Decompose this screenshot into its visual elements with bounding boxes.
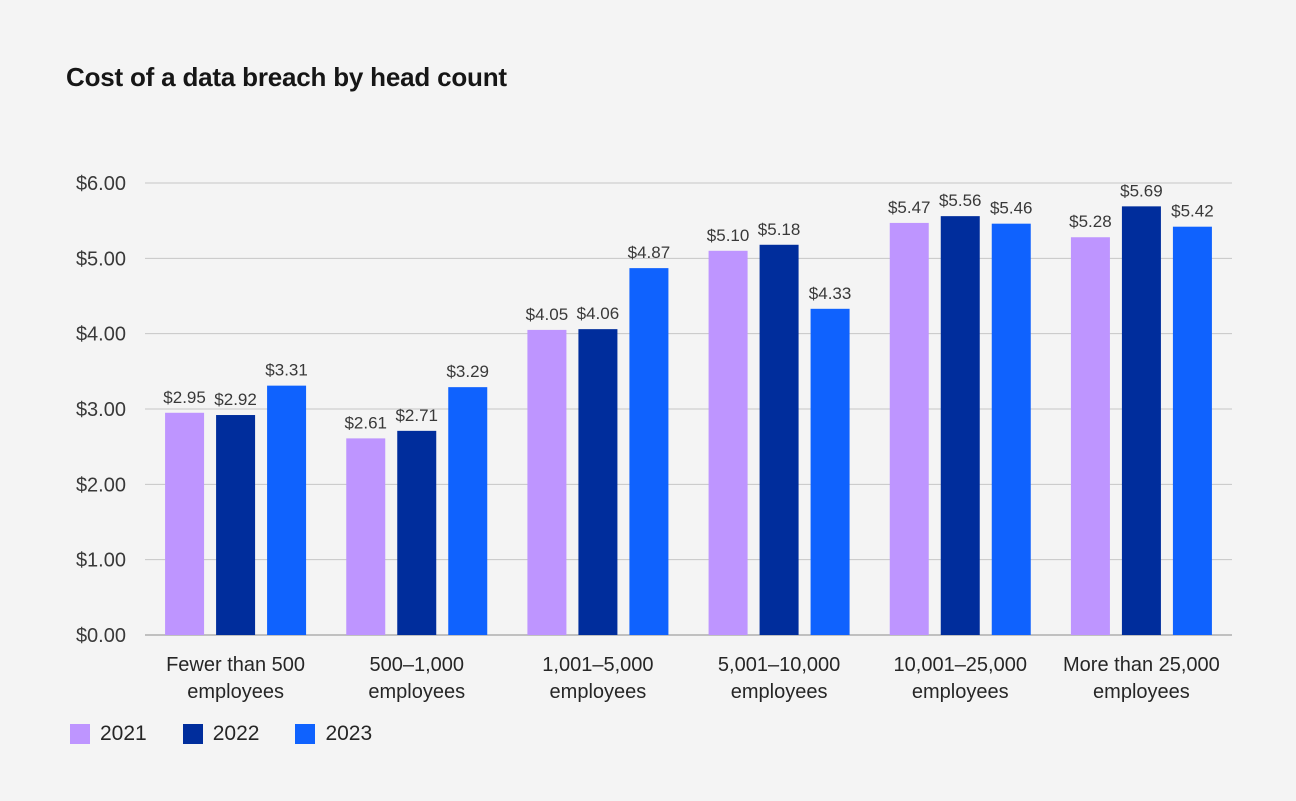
bar-2022	[216, 415, 256, 635]
x-tick-label: employees	[550, 681, 647, 703]
data-label: $3.31	[265, 361, 308, 380]
bar-2022	[759, 244, 799, 636]
bar-2023	[1172, 226, 1212, 635]
data-label: $2.71	[395, 406, 438, 425]
bar-2021	[889, 222, 929, 635]
x-tick-label: employees	[1093, 681, 1190, 703]
legend-item-2022: 2022	[182, 722, 260, 746]
bar-2022	[1121, 206, 1161, 635]
data-label: $5.28	[1069, 212, 1112, 231]
x-tick-label: employees	[731, 681, 828, 703]
x-tick-label: 500–1,000	[369, 654, 464, 676]
bar-2022	[397, 430, 437, 635]
x-tick-label: 10,001–25,000	[894, 654, 1027, 676]
x-tick-label: 5,001–10,000	[718, 654, 840, 676]
data-label: $2.92	[214, 390, 257, 409]
y-tick-label: $0.00	[76, 625, 126, 647]
legend-swatch-2023	[295, 724, 316, 744]
y-tick-label: $5.00	[76, 248, 126, 270]
y-tick-label: $3.00	[76, 399, 126, 421]
legend-label-2023: 2023	[325, 722, 373, 745]
data-label: $5.18	[758, 220, 801, 239]
legend-swatch-2022	[182, 724, 203, 744]
data-label: $5.56	[939, 191, 982, 210]
x-tick-label: More than 25,000	[1063, 654, 1220, 676]
data-label: $4.33	[809, 284, 852, 303]
bar-2023	[448, 387, 488, 635]
x-tick-label: Fewer than 500	[166, 654, 305, 676]
bar-2023	[629, 268, 669, 635]
x-tick-label: employees	[912, 681, 1009, 703]
bar-2022	[578, 329, 618, 635]
x-tick-label: employees	[368, 681, 465, 703]
data-label: $5.46	[990, 199, 1033, 218]
bar-2021	[708, 250, 748, 636]
legend-label-2022: 2022	[212, 722, 260, 745]
y-tick-label: $4.00	[76, 324, 126, 346]
bar-2022	[940, 216, 980, 635]
data-label: $5.10	[707, 226, 750, 245]
data-label: $2.95	[163, 388, 206, 407]
bar-2023	[991, 223, 1031, 635]
x-tick-label: employees	[187, 681, 284, 703]
data-label: $5.69	[1120, 181, 1163, 200]
data-label: $5.47	[888, 198, 931, 217]
bar-2023	[810, 308, 850, 635]
data-label: $5.42	[1171, 202, 1214, 221]
bar-2021	[1070, 237, 1110, 636]
x-tick-label: 1,001–5,000	[542, 654, 653, 676]
bar-2021	[346, 438, 386, 635]
bar-2021	[527, 329, 567, 635]
data-label: $3.29	[446, 362, 489, 381]
data-label: $4.06	[577, 304, 620, 323]
legend-swatch-2021	[70, 724, 90, 744]
bar-2023	[267, 385, 307, 635]
legend: 2021 2022 2023	[70, 722, 408, 746]
data-label: $2.61	[344, 413, 387, 432]
legend-item-2023: 2023	[295, 722, 372, 746]
y-tick-label: $1.00	[76, 550, 126, 572]
chart-title: Cost of a data breach by head count	[66, 62, 507, 92]
bar-2021	[165, 412, 205, 635]
data-label: $4.87	[628, 243, 671, 262]
legend-item-2021: 2021	[70, 722, 147, 746]
y-tick-label: $6.00	[76, 173, 126, 195]
bar-chart: $0.00 $1.00 $2.00 $3.00 $4.00 $5.00 $6.00 $2.95…	[76, 173, 1232, 703]
data-label: $4.05	[526, 305, 569, 324]
legend-label-2021: 2021	[100, 722, 147, 745]
y-tick-label: $2.00	[76, 474, 126, 496]
